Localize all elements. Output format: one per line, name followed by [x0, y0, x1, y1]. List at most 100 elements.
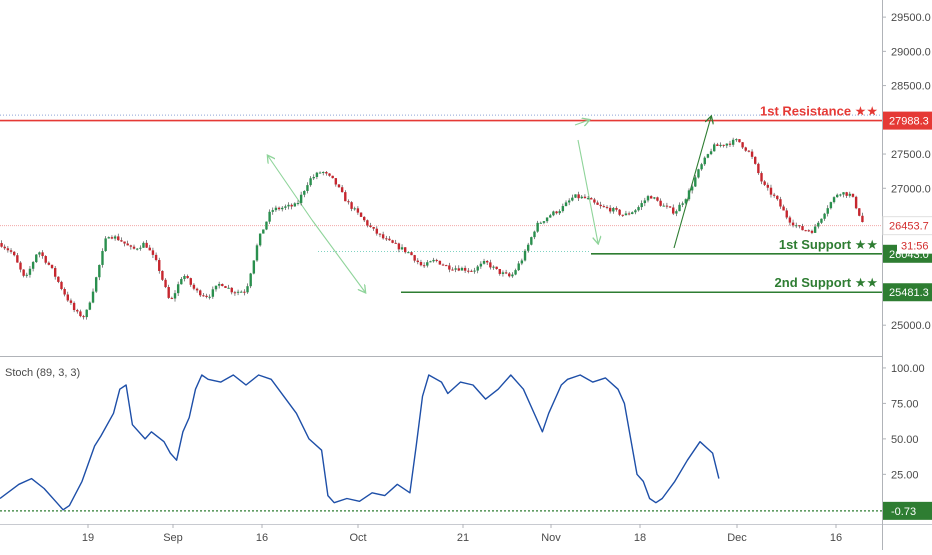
candle-body	[142, 242, 145, 248]
candle-body	[839, 194, 842, 196]
candle-body	[41, 252, 44, 257]
candle-body	[681, 203, 684, 205]
candle-body	[303, 190, 306, 195]
candle-body	[98, 264, 101, 278]
candle-body	[467, 270, 470, 272]
candle-body	[634, 210, 637, 213]
candle-body	[763, 181, 766, 185]
candle-body	[135, 248, 139, 250]
candle-body	[779, 199, 782, 207]
candle-body	[451, 269, 454, 271]
candle-body	[526, 244, 530, 251]
candle-body	[154, 254, 158, 261]
candle-body	[791, 222, 795, 226]
candle-body	[88, 302, 92, 310]
candle-body	[6, 248, 10, 251]
candle-body	[221, 283, 224, 287]
candle-body	[454, 268, 457, 270]
candle-body	[422, 265, 426, 267]
candle-body	[719, 144, 722, 147]
time-tick-label: 16	[256, 532, 268, 544]
candle-body	[60, 281, 63, 290]
candle-body	[823, 213, 826, 219]
candle-body	[407, 252, 410, 254]
candle-body	[385, 238, 388, 240]
candle-body	[854, 196, 858, 209]
last-price-tag	[882, 216, 932, 236]
candle-body	[243, 291, 246, 293]
candle-body	[322, 172, 325, 174]
candle-body	[164, 279, 167, 288]
candle-body	[19, 262, 22, 270]
countdown-value: 31:56	[901, 241, 929, 253]
candle-body	[318, 172, 322, 174]
candle-body	[268, 211, 271, 222]
candle-body	[861, 215, 864, 223]
candle-body	[738, 139, 741, 143]
candle-body	[561, 206, 565, 212]
candle-body	[435, 259, 438, 261]
candle-body	[69, 300, 73, 303]
candle-body	[391, 240, 394, 243]
candle-body	[331, 175, 334, 179]
candle-body	[170, 297, 174, 299]
candle-body	[810, 230, 814, 233]
candle-body	[233, 292, 237, 294]
candle-body	[148, 247, 151, 251]
candle-body	[403, 247, 407, 253]
candle-body	[713, 144, 716, 152]
candle-body	[416, 260, 420, 263]
support-1-label: 1st Support ★★	[779, 237, 878, 252]
arrow-short-top	[574, 120, 589, 125]
level-price-tag	[883, 283, 932, 302]
candle-body	[817, 222, 820, 227]
candle-body	[624, 213, 628, 216]
candle-body	[334, 178, 338, 185]
candle-body	[757, 163, 760, 174]
candle-body	[599, 204, 602, 207]
candle-body	[104, 238, 107, 252]
candle-body	[656, 197, 659, 201]
candle-body	[299, 194, 303, 203]
candle-body	[309, 178, 312, 186]
candle-body	[3, 246, 6, 249]
candle-body	[432, 259, 435, 262]
candle-body	[199, 290, 202, 296]
candle-body	[381, 234, 385, 239]
candle-body	[807, 230, 811, 232]
candle-body	[167, 287, 170, 298]
candle-body	[703, 157, 706, 165]
candle-body	[94, 277, 98, 292]
candle-body	[549, 215, 552, 218]
candle-body	[618, 209, 621, 215]
candle-body	[470, 270, 473, 272]
candle-body	[195, 288, 199, 291]
level-price-value: 27988.3	[889, 116, 929, 128]
candle-body	[35, 254, 38, 263]
candle-body	[126, 243, 129, 246]
candle-body	[192, 284, 196, 289]
price-tick-label: 28500.0	[891, 81, 931, 93]
price-tick-label: 29500.0	[891, 12, 931, 24]
candle-body	[312, 176, 315, 179]
candle-body	[845, 192, 848, 196]
candle-body	[631, 212, 634, 215]
candle-body	[306, 185, 309, 191]
candle-body	[750, 151, 754, 157]
candle-body	[602, 206, 606, 208]
candle-body	[107, 237, 110, 239]
candle-body	[706, 154, 710, 158]
candle-body	[460, 267, 464, 271]
candle-body	[230, 287, 233, 293]
stoch-tick-label: 25.00	[891, 469, 919, 481]
time-tick-label: 21	[457, 532, 469, 544]
candle-body	[50, 264, 54, 269]
candle-body	[728, 143, 732, 145]
candle-body	[574, 194, 577, 198]
candle-body	[596, 202, 599, 205]
candle-body	[615, 207, 618, 210]
candle-body	[145, 242, 148, 248]
candle-body	[552, 211, 555, 216]
candle-body	[785, 210, 788, 218]
candle-body	[151, 250, 155, 255]
